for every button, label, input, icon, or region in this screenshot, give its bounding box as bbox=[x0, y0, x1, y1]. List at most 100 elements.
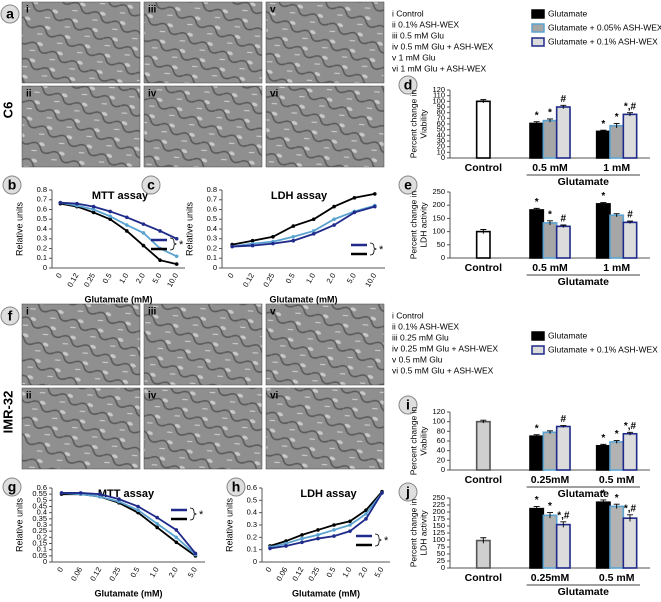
panel-letter: f bbox=[8, 308, 13, 324]
panel-badge bbox=[398, 482, 418, 502]
legend-swatch bbox=[531, 331, 545, 341]
point bbox=[284, 539, 288, 543]
panel-letter: a bbox=[6, 6, 14, 22]
tile-label: iv bbox=[148, 391, 157, 402]
y-tick-label: 80 bbox=[437, 426, 445, 435]
panel-letter: e bbox=[404, 177, 412, 193]
significance: # bbox=[561, 214, 567, 225]
micrograph bbox=[265, 1, 385, 84]
tile-label: ii bbox=[26, 391, 32, 402]
x-tick-label: 0.06 bbox=[274, 565, 289, 582]
key-bracket bbox=[369, 242, 377, 256]
x-tick-label: 5.0 bbox=[345, 271, 358, 285]
point bbox=[250, 238, 255, 243]
point bbox=[291, 238, 296, 243]
x-tick-label: 5.0 bbox=[186, 565, 199, 579]
y-tick-label: 0.7 bbox=[207, 195, 217, 204]
key-bracket bbox=[374, 533, 382, 547]
series-line bbox=[269, 492, 383, 549]
x-tick-label: 2.0 bbox=[356, 565, 369, 579]
x-axis-label: Glutamate (mM) bbox=[292, 588, 360, 598]
error-bar bbox=[480, 229, 487, 234]
micrograph bbox=[143, 387, 263, 470]
point bbox=[352, 196, 357, 200]
point bbox=[332, 528, 336, 532]
point bbox=[174, 236, 179, 241]
y-tick-label: 75 bbox=[437, 542, 445, 551]
group-label: Glutamate bbox=[558, 488, 610, 500]
y-tick-label: 175 bbox=[432, 514, 445, 523]
point bbox=[271, 235, 275, 239]
error-bar bbox=[613, 122, 620, 128]
x-tick-label: 0 bbox=[264, 565, 274, 573]
micrograph bbox=[21, 85, 141, 168]
condition: i Control bbox=[392, 8, 424, 18]
y-tick-label: 0 bbox=[43, 557, 47, 566]
significance: * bbox=[535, 197, 539, 208]
error-bar bbox=[627, 220, 633, 224]
y-axis-label: Viability bbox=[418, 109, 428, 139]
point bbox=[271, 241, 275, 246]
condition: ii 0.1% ASH-WEX bbox=[392, 19, 459, 29]
bar bbox=[529, 122, 545, 159]
significance: * bbox=[548, 209, 552, 220]
y-tick-label: 0.1 bbox=[37, 545, 47, 554]
point bbox=[348, 519, 352, 524]
point bbox=[78, 491, 83, 495]
y-tick-label: 70 bbox=[437, 113, 445, 122]
y-tick-label: 0.4 bbox=[37, 508, 47, 517]
x-tick-label: 0.5 mM bbox=[599, 572, 635, 584]
point bbox=[193, 551, 198, 556]
bar bbox=[555, 106, 571, 159]
point bbox=[316, 536, 320, 541]
y-tick-label: 0.35 bbox=[32, 514, 47, 523]
error-bar bbox=[600, 443, 607, 448]
point bbox=[311, 229, 316, 233]
y-tick-label: 60 bbox=[437, 119, 445, 128]
legend-label: Glutamate + 0.1% ASH-WEX bbox=[548, 36, 658, 46]
point bbox=[158, 229, 162, 233]
point bbox=[268, 546, 272, 551]
condition: v 0.5 mM Glu bbox=[392, 354, 443, 364]
bar bbox=[555, 225, 571, 259]
significance: * bbox=[601, 433, 605, 444]
micrograph bbox=[21, 303, 141, 386]
y-tick-label: 100 bbox=[432, 417, 445, 426]
micrograph bbox=[21, 387, 141, 470]
cell-line: IMR-32 bbox=[0, 391, 15, 434]
significance: * bbox=[601, 191, 605, 202]
point bbox=[125, 229, 129, 233]
significance: # bbox=[627, 210, 633, 221]
x-tick-label: 0 bbox=[55, 565, 65, 573]
x-tick-label: 10.0 bbox=[165, 271, 180, 288]
y-tick-label: 225 bbox=[432, 500, 445, 509]
y-tick-label: 200 bbox=[432, 507, 445, 516]
point bbox=[332, 217, 336, 222]
bar bbox=[475, 230, 491, 259]
y-tick-label: 0 bbox=[441, 465, 445, 474]
bar bbox=[529, 435, 545, 471]
y-axis-label: Relative units bbox=[184, 201, 194, 256]
error-bar bbox=[613, 440, 620, 444]
x-tick-label: Control bbox=[465, 572, 502, 584]
error-bar bbox=[533, 434, 540, 438]
y-tick-label: 50 bbox=[437, 549, 445, 558]
y-axis-label: Percent change in bbox=[408, 406, 418, 475]
point bbox=[174, 535, 179, 540]
point bbox=[136, 504, 140, 509]
point bbox=[125, 223, 129, 227]
condition: ii 0.1% ASH-WEX bbox=[392, 321, 459, 331]
key-annotation: * bbox=[384, 535, 389, 547]
error-bar bbox=[480, 419, 487, 424]
y-tick-label: 200 bbox=[432, 200, 445, 209]
significance: *,# bbox=[624, 503, 637, 514]
y-tick-label: 0.15 bbox=[32, 538, 47, 547]
point bbox=[311, 232, 316, 236]
legend-swatch bbox=[531, 37, 545, 47]
condition: iv 0.5 mM Glu + ASH-WEX bbox=[392, 41, 494, 51]
significance: *,# bbox=[624, 101, 637, 112]
point bbox=[250, 243, 255, 248]
x-tick-label: Control bbox=[465, 262, 502, 274]
point bbox=[141, 231, 146, 235]
y-tick-label: 10 bbox=[437, 147, 445, 156]
